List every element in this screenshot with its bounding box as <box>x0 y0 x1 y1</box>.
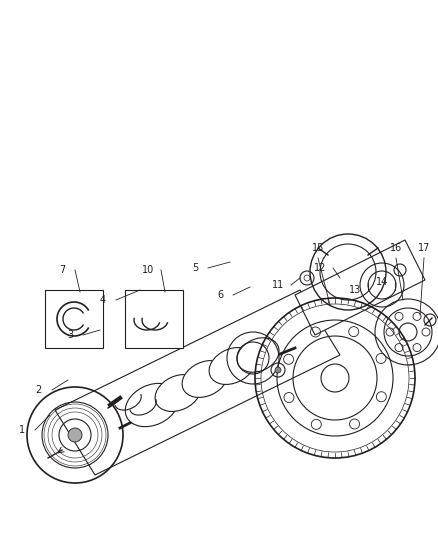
Text: 12: 12 <box>314 263 326 273</box>
Text: 11: 11 <box>272 280 284 290</box>
Circle shape <box>68 428 82 442</box>
Text: 10: 10 <box>142 265 154 275</box>
Ellipse shape <box>237 338 279 372</box>
Bar <box>45 290 103 348</box>
Bar <box>125 290 183 348</box>
Circle shape <box>275 367 281 373</box>
Polygon shape <box>295 240 425 335</box>
Ellipse shape <box>182 360 228 398</box>
Text: 4: 4 <box>100 295 106 305</box>
Ellipse shape <box>155 375 201 411</box>
Text: 17: 17 <box>418 243 430 253</box>
Text: 14: 14 <box>376 277 388 287</box>
Ellipse shape <box>125 383 179 426</box>
Polygon shape <box>55 290 340 475</box>
Text: 6: 6 <box>217 290 223 300</box>
Text: 1: 1 <box>19 425 25 435</box>
Text: 2: 2 <box>35 385 41 395</box>
Text: 5: 5 <box>192 263 198 273</box>
Text: 3: 3 <box>67 330 73 340</box>
Text: 13: 13 <box>349 285 361 295</box>
Text: 15: 15 <box>312 243 324 253</box>
Text: 16: 16 <box>390 243 402 253</box>
Text: 7: 7 <box>59 265 65 275</box>
Ellipse shape <box>209 348 255 384</box>
